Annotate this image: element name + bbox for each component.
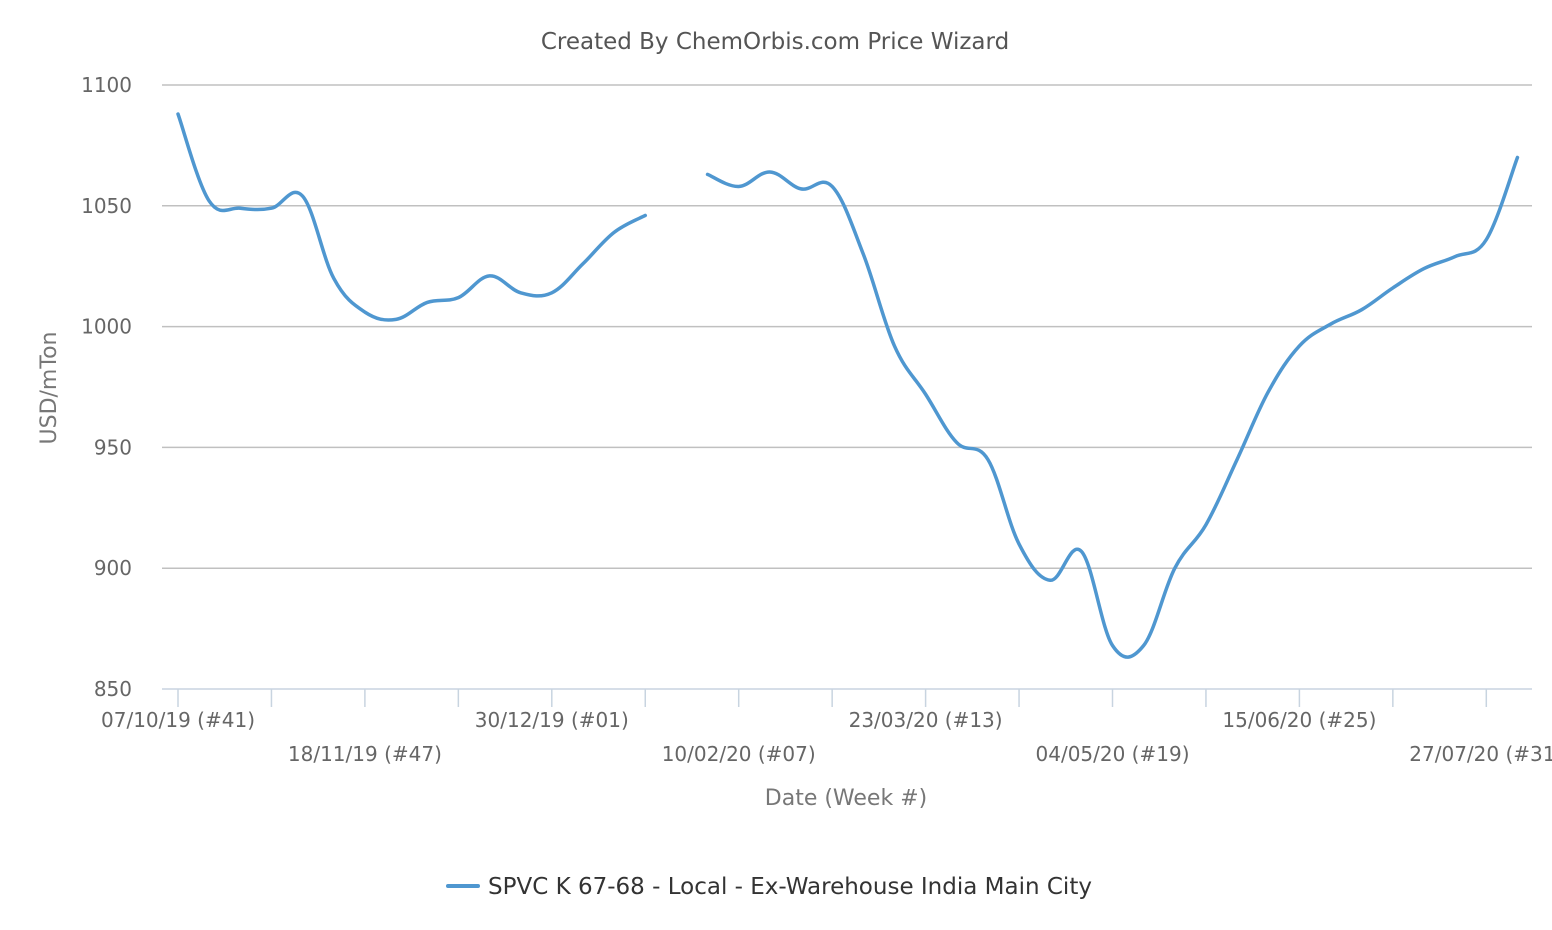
y-tick-label: 1000 <box>81 315 132 339</box>
y-axis-title: USD/mTon <box>37 332 62 445</box>
legend[interactable]: SPVC K 67-68 - Local - Ex-Warehouse Indi… <box>446 874 1092 900</box>
y-tick-label: 1050 <box>81 194 132 218</box>
x-axis-title: Date (Week #) <box>765 786 927 811</box>
legend-label[interactable]: SPVC K 67-68 - Local - Ex-Warehouse Indi… <box>488 874 1092 900</box>
x-tick-label: 10/02/20 (#07) <box>662 742 816 766</box>
series-line[interactable] <box>176 112 647 322</box>
x-axis-ticks: 07/10/19 (#41) 18/11/19 (#47) 30/12/19 (#0… <box>101 689 1552 766</box>
x-tick-label: 18/11/19 (#47) <box>288 742 442 766</box>
x-tick-label: 04/05/20 (#19) <box>1036 742 1190 766</box>
y-tick-label: 1100 <box>81 73 132 97</box>
chart-title: Created By ChemOrbis.com Price Wizard <box>541 29 1009 55</box>
series-line[interactable] <box>705 155 1520 659</box>
x-tick-label: 30/12/19 (#01) <box>475 708 629 732</box>
x-tick-label: 07/10/19 (#41) <box>101 708 255 732</box>
x-tick-label: 23/03/20 (#13) <box>849 708 1003 732</box>
y-tick-label: 900 <box>94 556 132 580</box>
series-layer <box>176 112 1520 659</box>
gridlines <box>162 84 1532 569</box>
x-tick-label: 15/06/20 (#25) <box>1222 708 1376 732</box>
y-axis-tick-labels: 850 900 950 1000 1050 1100 <box>81 73 132 701</box>
y-tick-label: 950 <box>94 435 132 459</box>
y-tick-label: 850 <box>94 677 132 701</box>
x-tick-label: 27/07/20 (#31) <box>1409 742 1552 766</box>
